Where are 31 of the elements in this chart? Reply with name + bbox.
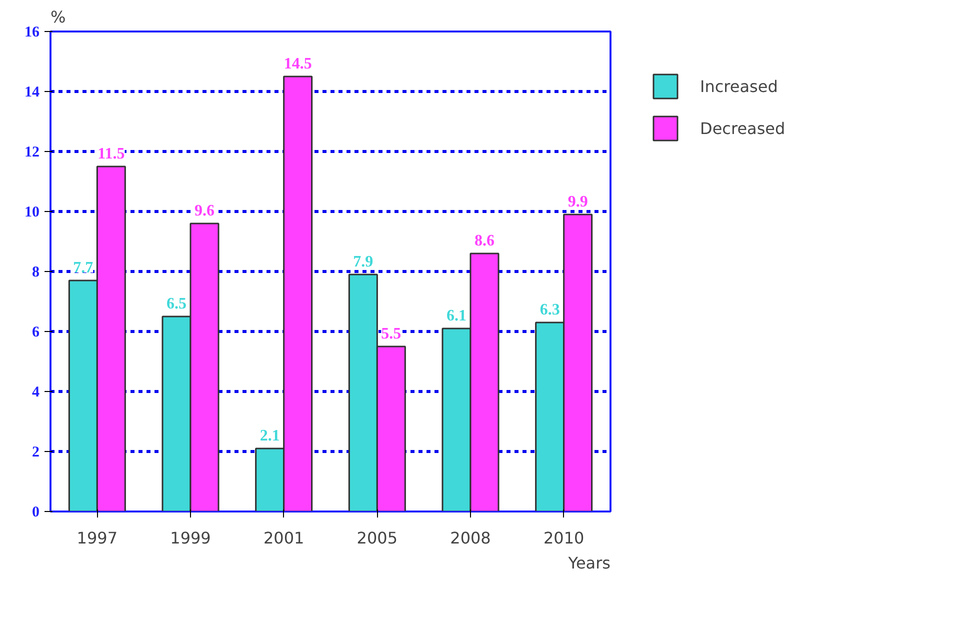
y-tick-label: 0 (32, 504, 40, 520)
data-label: 9.6 (194, 202, 214, 220)
x-tick-label: 2008 (450, 528, 491, 548)
data-label: 6.3 (540, 302, 560, 318)
x-axis-title: Years (567, 554, 611, 572)
data-label: 5.5 (381, 326, 402, 342)
y-tick-label: 14 (24, 84, 40, 100)
y-tick-label: 16 (24, 24, 40, 40)
y-axis-title: % (50, 8, 66, 26)
y-tick-label: 6 (32, 324, 40, 340)
x-tick-label: 1999 (170, 528, 211, 548)
x-tick-label: 2005 (356, 528, 398, 548)
data-label: 9.9 (568, 194, 588, 210)
x-tick-label: 2010 (543, 528, 584, 548)
data-label: 8.6 (474, 232, 494, 250)
y-tick-label: 12 (24, 144, 40, 160)
y-tick-label: 2 (32, 444, 40, 460)
legend-label: Increased (700, 76, 778, 96)
data-label: 7.7 (73, 260, 94, 276)
data-label: 6.1 (446, 308, 466, 324)
data-label: 14.5 (284, 56, 312, 72)
data-label: 7.9 (353, 254, 374, 270)
data-label: 6.5 (166, 296, 186, 312)
x-tick-label: 1997 (76, 528, 118, 548)
x-tick-label: 2001 (263, 528, 304, 548)
legend-label: Decreased (700, 118, 786, 138)
y-tick-label: 4 (32, 384, 40, 400)
data-label: 11.5 (98, 146, 125, 162)
data-label: 2.1 (260, 428, 280, 444)
y-tick-label: 8 (32, 264, 40, 280)
y-tick-label: 10 (24, 204, 40, 220)
